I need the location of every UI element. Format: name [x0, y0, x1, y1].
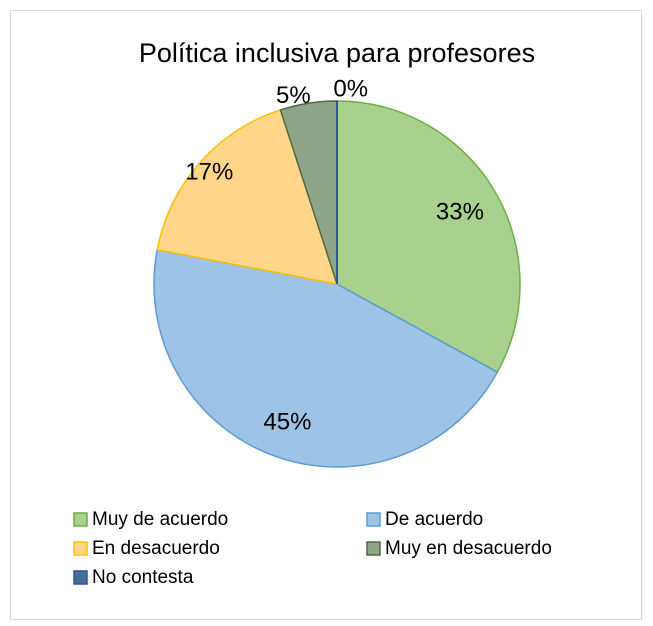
legend-item-en-desacuerdo: En desacuerdo — [73, 538, 220, 559]
slice-labels: 33% 45% 17% 5% 0% — [185, 76, 484, 436]
legend-item-muy-de-acuerdo: Muy de acuerdo — [73, 509, 228, 530]
legend-label-de-acuerdo: De acuerdo — [385, 509, 483, 530]
pie-slice-de-acuerdo — [153, 248, 499, 468]
pie-slice-muy-de-acuerdo — [336, 100, 521, 374]
slice-label-en-desacuerdo: 17% — [185, 159, 233, 186]
legend-label-no-contesta: No contesta — [92, 567, 194, 588]
legend-swatch-muy-en-desacuerdo — [366, 541, 381, 556]
legend-label-muy-de-acuerdo: Muy de acuerdo — [92, 509, 228, 530]
slice-label-no-contesta: 0% — [333, 76, 368, 103]
legend-swatch-en-desacuerdo — [73, 541, 88, 556]
slice-label-de-acuerdo: 45% — [263, 409, 311, 436]
legend-label-muy-en-desacuerdo: Muy en desacuerdo — [385, 538, 552, 559]
legend-swatch-no-contesta — [73, 570, 88, 585]
pie-slice-en-desacuerdo — [156, 109, 339, 285]
chart-title: Política inclusiva para profesores — [139, 38, 535, 68]
legend-item-muy-en-desacuerdo: Muy en desacuerdo — [366, 538, 552, 559]
legend-item-de-acuerdo: De acuerdo — [366, 509, 483, 530]
legend-item-no-contesta: No contesta — [73, 567, 194, 588]
slice-label-muy-de-acuerdo: 33% — [436, 198, 484, 225]
slice-label-muy-en-desacuerdo: 5% — [276, 82, 311, 109]
legend: Muy de acuerdo De acuerdo En desacuerdo Muy… — [73, 509, 552, 588]
legend-swatch-muy-de-acuerdo — [73, 512, 88, 527]
legend-swatch-de-acuerdo — [366, 512, 381, 527]
pie-slices — [153, 100, 521, 468]
legend-label-en-desacuerdo: En desacuerdo — [92, 538, 220, 559]
